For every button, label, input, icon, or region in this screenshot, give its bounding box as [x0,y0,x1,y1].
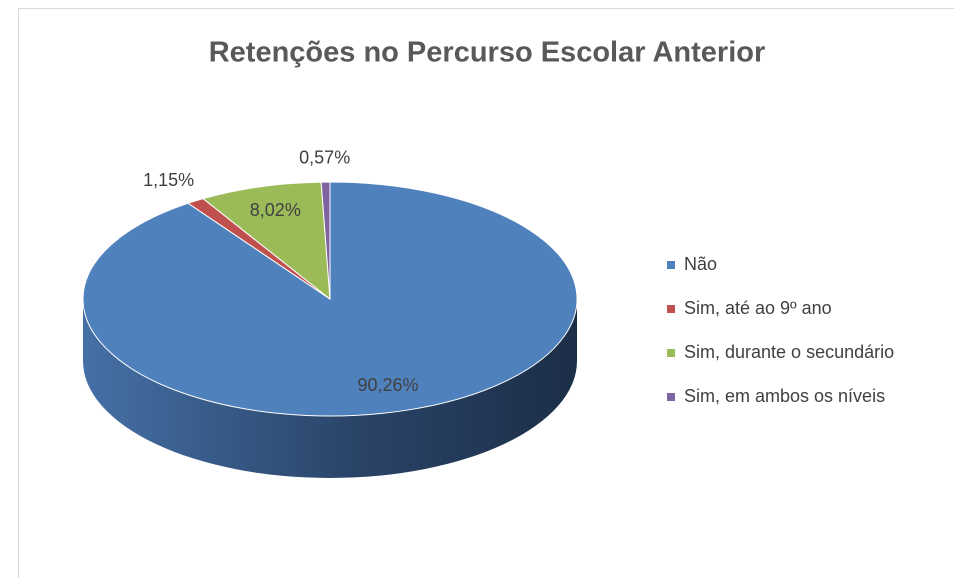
data-label: 0,57% [299,147,350,167]
legend-swatch [667,261,675,269]
legend-label: Sim, durante o secundário [684,342,894,362]
data-label: 90,26% [358,375,419,395]
chart-title: Retenções no Percurso Escolar Anterior [209,37,766,69]
legend-swatch [667,305,675,313]
data-label: 8,02% [250,200,301,220]
legend-label: Sim, até ao 9º ano [684,298,832,318]
legend-label: Sim, em ambos os níveis [684,386,885,406]
data-label: 1,15% [143,170,194,190]
legend-swatch [667,393,675,401]
legend-swatch [667,349,675,357]
legend-label: Não [684,254,717,274]
